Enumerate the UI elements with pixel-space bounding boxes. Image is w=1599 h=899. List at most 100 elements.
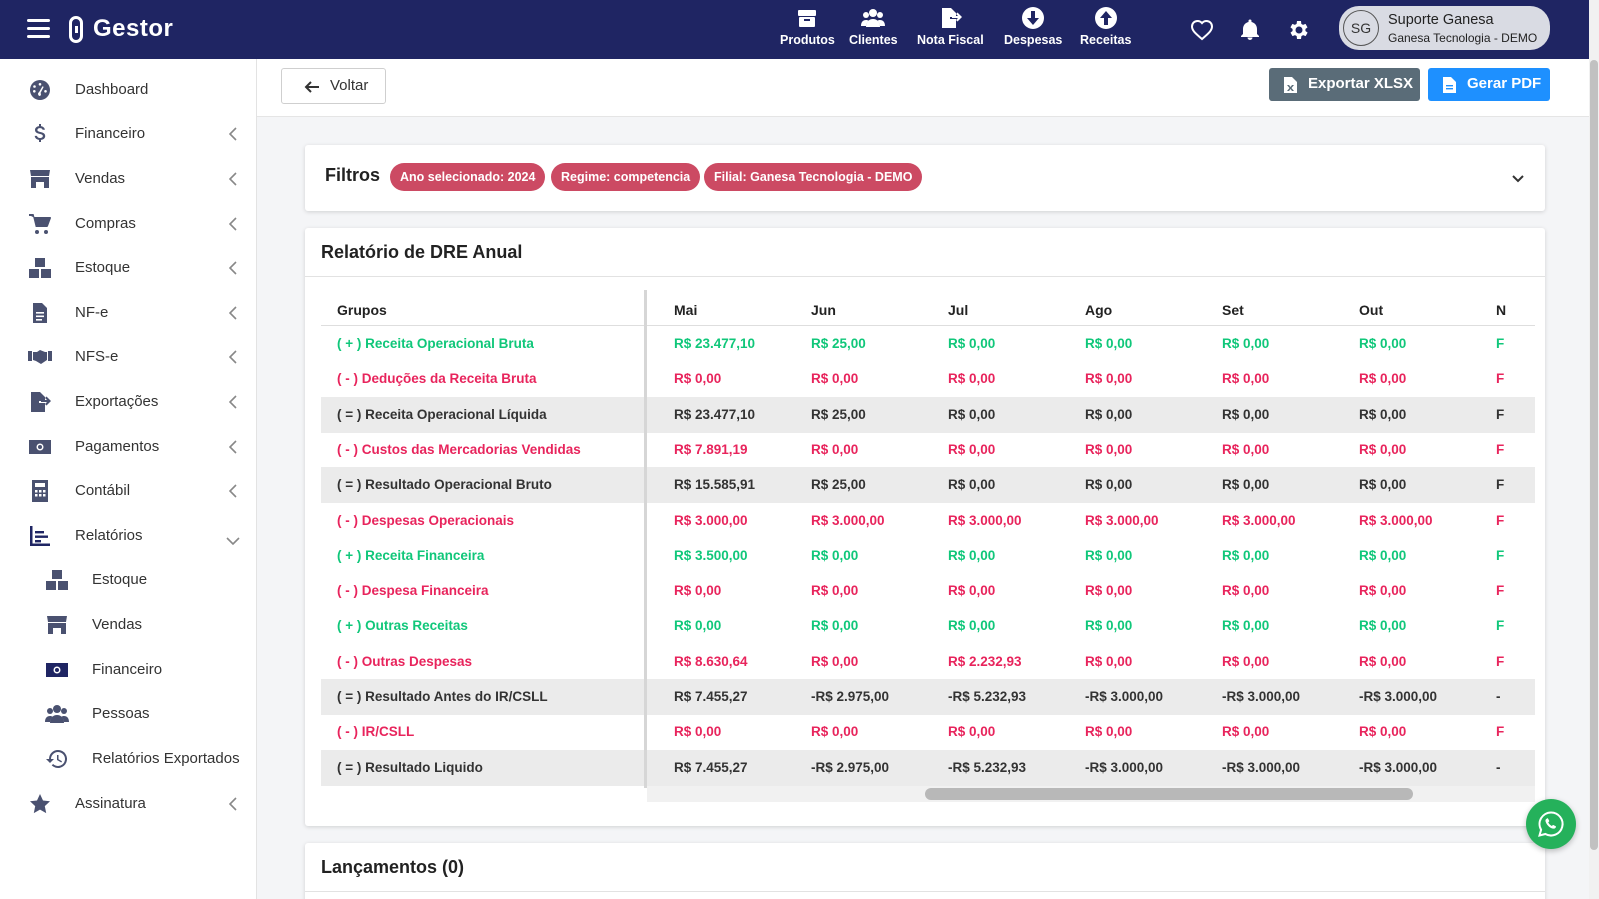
table-cell: R$ 0,00	[1359, 653, 1407, 669]
sidebar-subitem-pessoas[interactable]: Pessoas	[0, 694, 257, 734]
sidebar-item-vendas[interactable]: Vendas	[0, 159, 257, 199]
dre-table: Grupos Mai Jun Jul Ago Set Out N ( + ) Receita…	[321, 290, 1535, 805]
table-cell: R$ 3.000,00	[1085, 512, 1159, 528]
sidebar-subitem-estoque[interactable]: Estoque	[0, 560, 257, 600]
table-cell: R$ 15.585,91	[674, 477, 756, 493]
table-cell: F	[1496, 441, 1505, 457]
export-xlsx-button[interactable]: Exportar XLSX	[1269, 68, 1420, 101]
table-cell: -R$ 3.000,00	[1085, 689, 1164, 704]
nav-receitas[interactable]: Receitas	[1080, 6, 1131, 47]
table-cell: R$ 0,00	[811, 547, 859, 563]
table-cell: R$ 0,00	[674, 371, 722, 387]
file-pdf-icon	[1443, 77, 1456, 93]
table-cell: R$ 0,00	[1085, 406, 1133, 422]
table-cell: -R$ 2.975,00	[811, 759, 890, 775]
table-cell: R$ 0,00	[1359, 583, 1407, 599]
chevron-left-icon	[228, 484, 237, 498]
lancamentos-card: Lançamentos (0)	[305, 843, 1545, 899]
sidebar-item-financeiro[interactable]: Financeiro	[0, 114, 257, 154]
table-row: ( = ) Receita Operacional Líquida R$ 23.4…	[321, 396, 1535, 433]
row-label: ( = ) Resultado Antes do IR/CSLL	[337, 689, 548, 704]
table-cell: R$ 0,00	[811, 724, 859, 740]
table-cell: R$ 0,00	[1222, 724, 1270, 740]
column-header-month: Set	[1222, 302, 1244, 318]
table-row: ( = ) Resultado Liquido R$ 7.455,27 -R$ 2.…	[321, 749, 1535, 786]
sidebar-subitem-vendas[interactable]: Vendas	[0, 605, 257, 645]
row-label: ( - ) Despesas Operacionais	[337, 512, 515, 528]
filters-card[interactable]: Filtros Ano selecionado: 2024 Regime: co…	[305, 145, 1545, 211]
horizontal-scrollbar[interactable]	[647, 786, 1535, 802]
users-icon	[861, 6, 886, 30]
generate-pdf-button[interactable]: Gerar PDF	[1428, 68, 1550, 101]
table-row: ( - ) Outras Despesas R$ 8.630,64 R$ 0,00 R…	[321, 644, 1535, 680]
user-name: Suporte Ganesa	[1388, 12, 1494, 28]
table-cell: R$ 0,00	[811, 653, 859, 669]
sidebar-item-exportacoes[interactable]: Exportações	[0, 382, 257, 422]
table-cell: R$ 23.477,10	[674, 336, 756, 351]
nav-despesas[interactable]: Despesas	[1004, 6, 1062, 47]
calculator-icon	[28, 479, 52, 503]
action-bar: Voltar Exportar XLSX Gerar PDF	[257, 59, 1599, 117]
table-cell: F	[1496, 477, 1505, 493]
sidebar-item-pagamentos[interactable]: Pagamentos	[0, 427, 257, 467]
table-cell: R$ 0,00	[1222, 336, 1270, 351]
chevron-left-icon	[228, 440, 237, 454]
table-row: ( - ) Despesa Financeira R$ 0,00 R$ 0,00 R$…	[321, 573, 1535, 609]
heart-icon[interactable]	[1190, 18, 1214, 42]
row-label: ( - ) Despesa Financeira	[337, 583, 489, 599]
table-cell: R$ 7.891,19	[674, 441, 748, 457]
table-cell: R$ 0,00	[674, 724, 722, 740]
sidebar-item-estoque[interactable]: Estoque	[0, 248, 257, 288]
menu-icon[interactable]	[27, 19, 50, 39]
sidebar-item-compras[interactable]: Compras	[0, 204, 257, 244]
table-cell: R$ 25,00	[811, 477, 866, 493]
table-cell: R$ 2.232,93	[948, 653, 1022, 669]
user-menu[interactable]: SG Suporte Ganesa Ganesa Tecnologia - DE…	[1339, 6, 1550, 50]
table-cell: R$ 0,00	[1359, 336, 1407, 351]
table-cell: -	[1496, 689, 1501, 704]
sidebar-item-nfse[interactable]: NFS-e	[0, 337, 257, 377]
table-cell: R$ 0,00	[1222, 371, 1270, 387]
table-cell: R$ 0,00	[1222, 653, 1270, 669]
money-icon	[45, 658, 69, 682]
scrollbar-thumb[interactable]	[925, 788, 1413, 800]
whatsapp-button[interactable]	[1526, 799, 1576, 849]
table-cell: -R$ 3.000,00	[1359, 689, 1438, 704]
filter-badge-filial: Filial: Ganesa Tecnologia - DEMO	[704, 163, 923, 191]
gear-icon[interactable]	[1286, 18, 1310, 42]
nav-nota-fiscal[interactable]: Nota Fiscal	[917, 6, 984, 47]
table-cell: R$ 0,00	[811, 618, 859, 634]
column-header-month: Jul	[948, 302, 969, 318]
table-cell: R$ 0,00	[1085, 371, 1133, 387]
divider	[305, 891, 1545, 892]
sidebar-subitem-relatorios-exportados[interactable]: Relatórios Exportados	[0, 739, 257, 779]
table-cell: R$ 0,00	[948, 583, 996, 599]
sidebar-item-dashboard[interactable]: Dashboard	[0, 70, 257, 110]
sidebar-item-relatorios[interactable]: Relatórios	[0, 516, 257, 556]
table-cell: F	[1496, 512, 1505, 528]
table-cell: R$ 0,00	[811, 371, 859, 387]
column-header-grupos: Grupos	[337, 302, 387, 318]
table-cell: R$ 0,00	[1359, 441, 1407, 457]
file-export-icon	[28, 390, 52, 414]
sidebar-item-contabil[interactable]: Contábil	[0, 471, 257, 511]
table-cell: R$ 3.500,00	[674, 547, 748, 563]
column-header-month: Ago	[1085, 302, 1113, 318]
chevron-down-icon[interactable]	[1512, 171, 1524, 183]
table-cell: R$ 8.630,64	[674, 653, 748, 669]
sidebar-subitem-financeiro[interactable]: Financeiro	[0, 650, 257, 690]
back-button[interactable]: Voltar	[281, 68, 386, 104]
nav-clientes[interactable]: Clientes	[849, 6, 898, 47]
nav-produtos[interactable]: Produtos	[780, 6, 835, 47]
table-cell: R$ 0,00	[948, 441, 996, 457]
chart-icon	[28, 524, 52, 548]
table-cell: R$ 0,00	[1359, 724, 1407, 740]
page-scrollbar[interactable]	[1589, 0, 1599, 899]
sidebar-item-assinatura[interactable]: Assinatura	[0, 784, 257, 824]
table-cell: -R$ 3.000,00	[1359, 759, 1438, 775]
bell-icon[interactable]	[1238, 18, 1262, 42]
table-cell: R$ 3.000,00	[1222, 512, 1296, 528]
sidebar-item-nfe[interactable]: NF-e	[0, 293, 257, 333]
table-cell: R$ 3.000,00	[1359, 512, 1433, 528]
scrollbar-thumb[interactable]	[1590, 60, 1598, 850]
